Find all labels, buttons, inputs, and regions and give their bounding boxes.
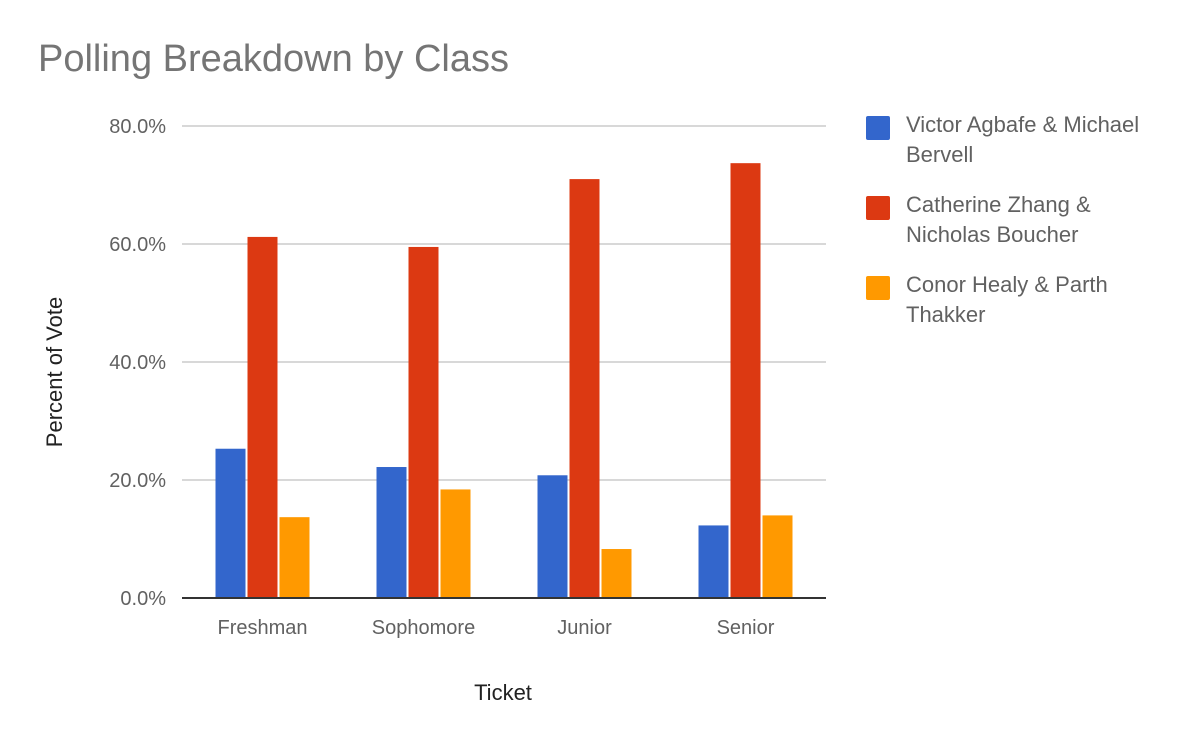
axes: 0.0% 20.0% 40.0% 60.0% 80.0% Freshman Sophomor…	[109, 116, 826, 639]
bar-senior-series-1	[730, 163, 761, 599]
legend-label-1: Catherine Zhang & Nicholas Boucher	[906, 192, 1091, 247]
bar-freshman-series-1	[247, 236, 278, 599]
bar-senior-series-0	[698, 525, 729, 598]
bar-junior-series-1	[569, 179, 600, 598]
legend-swatch-0	[866, 116, 890, 140]
bar-freshman-series-0	[215, 448, 246, 598]
legend-item-0: Victor Agbafe & Michael Bervell	[866, 110, 1166, 170]
bar-sophomore-series-0	[376, 467, 407, 598]
legend-item-1: Catherine Zhang & Nicholas Boucher	[866, 190, 1166, 250]
legend-swatch-1	[866, 196, 890, 220]
legend-swatch-2	[866, 276, 890, 300]
bar-sophomore-series-2	[440, 489, 471, 598]
y-tick-label: 60.0%	[109, 234, 166, 256]
y-tick-label: 40.0%	[109, 352, 166, 374]
bars	[215, 163, 793, 599]
bar-freshman-series-2	[279, 517, 310, 598]
chart-title: Polling Breakdown by Class	[38, 38, 510, 80]
legend-label-0: Victor Agbafe & Michael Bervell	[906, 112, 1140, 167]
x-tick-label: Freshman	[217, 617, 307, 639]
legend: Victor Agbafe & Michael Bervell Catherin…	[866, 110, 1166, 350]
x-tick-label: Senior	[717, 617, 775, 639]
bar-junior-series-2	[601, 549, 632, 598]
x-tick-label: Sophomore	[372, 617, 475, 639]
legend-label-2: Conor Healy & Parth Thakker	[906, 272, 1108, 327]
legend-item-2: Conor Healy & Parth Thakker	[866, 270, 1166, 330]
x-axis-title: Ticket	[474, 680, 532, 705]
gridlines	[182, 125, 826, 481]
y-tick-label: 0.0%	[120, 588, 166, 610]
bar-senior-series-2	[762, 515, 793, 598]
y-tick-label: 20.0%	[109, 470, 166, 492]
x-tick-label: Junior	[557, 617, 612, 639]
bar-sophomore-series-1	[408, 246, 439, 598]
y-axis-title: Percent of Vote	[42, 297, 67, 447]
bar-junior-series-0	[537, 475, 568, 598]
y-tick-label: 80.0%	[109, 116, 166, 138]
